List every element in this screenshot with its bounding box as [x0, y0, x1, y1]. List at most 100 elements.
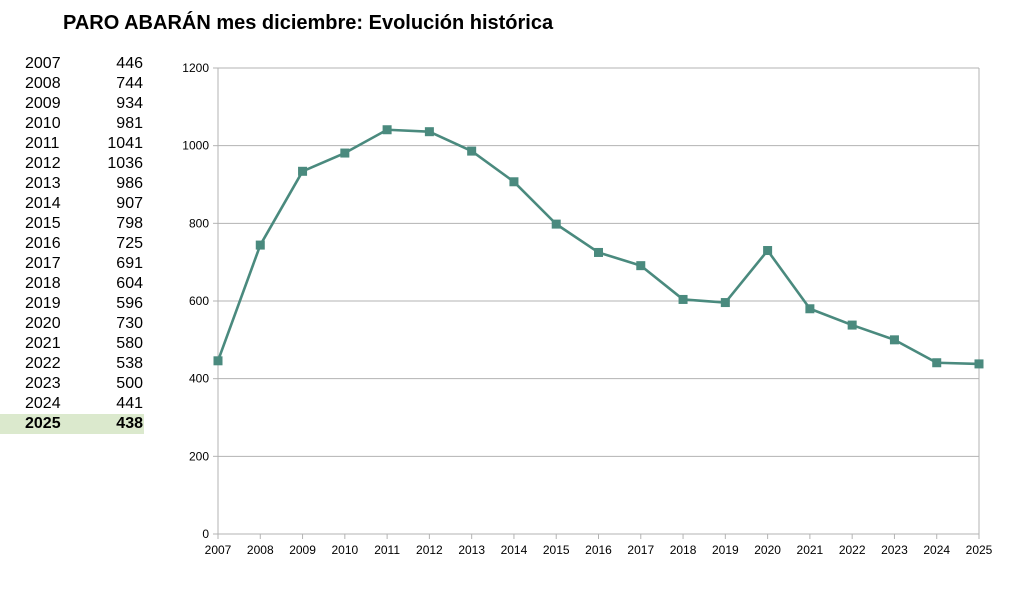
data-table: 2007 446 2008 744 2009 934 2010 981 2011 1041 2012… [0, 54, 144, 434]
table-value: 580 [116, 335, 143, 352]
x-tick-label: 2018 [670, 543, 697, 557]
x-tick-label: 2012 [416, 543, 443, 557]
table-row: 2012 1036 [0, 154, 144, 174]
table-row: 2014 907 [0, 194, 144, 214]
x-tick-label: 2019 [712, 543, 739, 557]
data-point [594, 247, 603, 257]
table-year: 2009 [25, 95, 61, 112]
x-tick-label: 2016 [585, 543, 612, 557]
x-tick-label: 2015 [543, 543, 570, 557]
table-value: 438 [116, 415, 143, 432]
data-point [974, 359, 984, 369]
table-year: 2018 [25, 275, 61, 292]
x-tick-label: 2021 [797, 543, 824, 557]
table-year: 2015 [25, 215, 61, 232]
table-year: 2021 [25, 335, 61, 352]
table-year: 2025 [25, 415, 61, 432]
x-tick-label: 2010 [331, 543, 358, 557]
table-row: 2018 604 [0, 274, 144, 294]
table-value: 986 [116, 175, 143, 192]
y-tick-label: 0 [202, 527, 209, 541]
x-tick-label: 2023 [881, 543, 908, 557]
data-point [213, 356, 223, 366]
data-point [551, 219, 561, 229]
table-row: 2024 441 [0, 394, 144, 414]
data-point [889, 335, 899, 345]
table-year: 2024 [25, 395, 61, 412]
data-point [298, 166, 308, 176]
x-tick-label: 2011 [374, 543, 400, 557]
chart-title: PARO ABARÁN mes diciembre: Evolución his… [63, 12, 554, 34]
x-tick-label: 2020 [754, 543, 781, 557]
table-row: 2022 538 [0, 354, 144, 374]
x-tick-label: 2013 [458, 543, 485, 557]
table-year: 2011 [25, 135, 60, 152]
data-point [763, 246, 773, 256]
table-row: 2021 580 [0, 334, 144, 354]
data-point [847, 320, 857, 330]
table-value: 1041 [107, 135, 143, 152]
data-point [340, 148, 350, 158]
table-year: 2023 [25, 375, 61, 392]
table-value: 907 [116, 195, 143, 212]
x-tick-label: 2024 [923, 543, 950, 557]
table-row: 2020 730 [0, 314, 144, 334]
table-row: 2019 596 [0, 294, 144, 314]
table-row: 2010 981 [0, 114, 144, 134]
data-point [467, 146, 477, 156]
x-tick-label: 2009 [289, 543, 316, 557]
table-year: 2022 [25, 355, 61, 372]
table-value: 730 [116, 315, 143, 332]
y-tick-label: 1000 [182, 139, 209, 153]
table-row: 2009 934 [0, 94, 144, 114]
table-value: 1036 [107, 155, 143, 172]
data-point [382, 125, 392, 135]
data-point [509, 177, 519, 187]
x-tick-label: 2017 [627, 543, 654, 557]
data-point [932, 358, 942, 368]
table-value: 500 [116, 375, 143, 392]
table-row: 2025 438 [0, 414, 144, 434]
table-year: 2014 [25, 195, 61, 212]
table-year: 2013 [25, 175, 61, 192]
table-year: 2016 [25, 235, 61, 252]
data-point [720, 298, 730, 308]
table-year: 2020 [25, 315, 61, 332]
table-value: 981 [116, 115, 143, 132]
x-tick-label: 2025 [966, 543, 993, 557]
data-point [255, 240, 265, 250]
y-tick-label: 600 [189, 294, 209, 308]
table-year: 2019 [25, 295, 61, 312]
table-row: 2015 798 [0, 214, 144, 234]
table-value: 744 [116, 75, 143, 92]
series-line [216, 128, 980, 366]
table-value: 604 [116, 275, 143, 292]
y-tick-label: 1200 [182, 61, 209, 75]
table-row: 2017 691 [0, 254, 144, 274]
table-year: 2010 [25, 115, 61, 132]
table-row: 2011 1041 [0, 134, 144, 154]
table-value: 441 [116, 395, 143, 412]
table-row: 2023 500 [0, 374, 144, 394]
x-tick-label: 2008 [247, 543, 274, 557]
table-row: 2016 725 [0, 234, 144, 254]
data-point [678, 294, 688, 304]
table-value: 691 [116, 255, 143, 272]
table-value: 538 [116, 355, 143, 372]
x-tick-label: 2022 [839, 543, 866, 557]
table-value: 446 [116, 55, 143, 72]
table-year: 2012 [25, 155, 61, 172]
data-point [636, 261, 646, 271]
table-year: 2007 [25, 55, 61, 72]
x-tick-label: 2014 [501, 543, 528, 557]
table-row: 2008 744 [0, 74, 144, 94]
y-tick-label: 200 [189, 449, 209, 463]
table-value: 725 [116, 235, 143, 252]
table-year: 2017 [25, 255, 61, 272]
table-row: 2013 986 [0, 174, 144, 194]
data-point [424, 127, 434, 137]
x-tick-label: 2007 [205, 543, 232, 557]
table-value: 934 [116, 95, 143, 112]
table-value: 798 [116, 215, 143, 232]
